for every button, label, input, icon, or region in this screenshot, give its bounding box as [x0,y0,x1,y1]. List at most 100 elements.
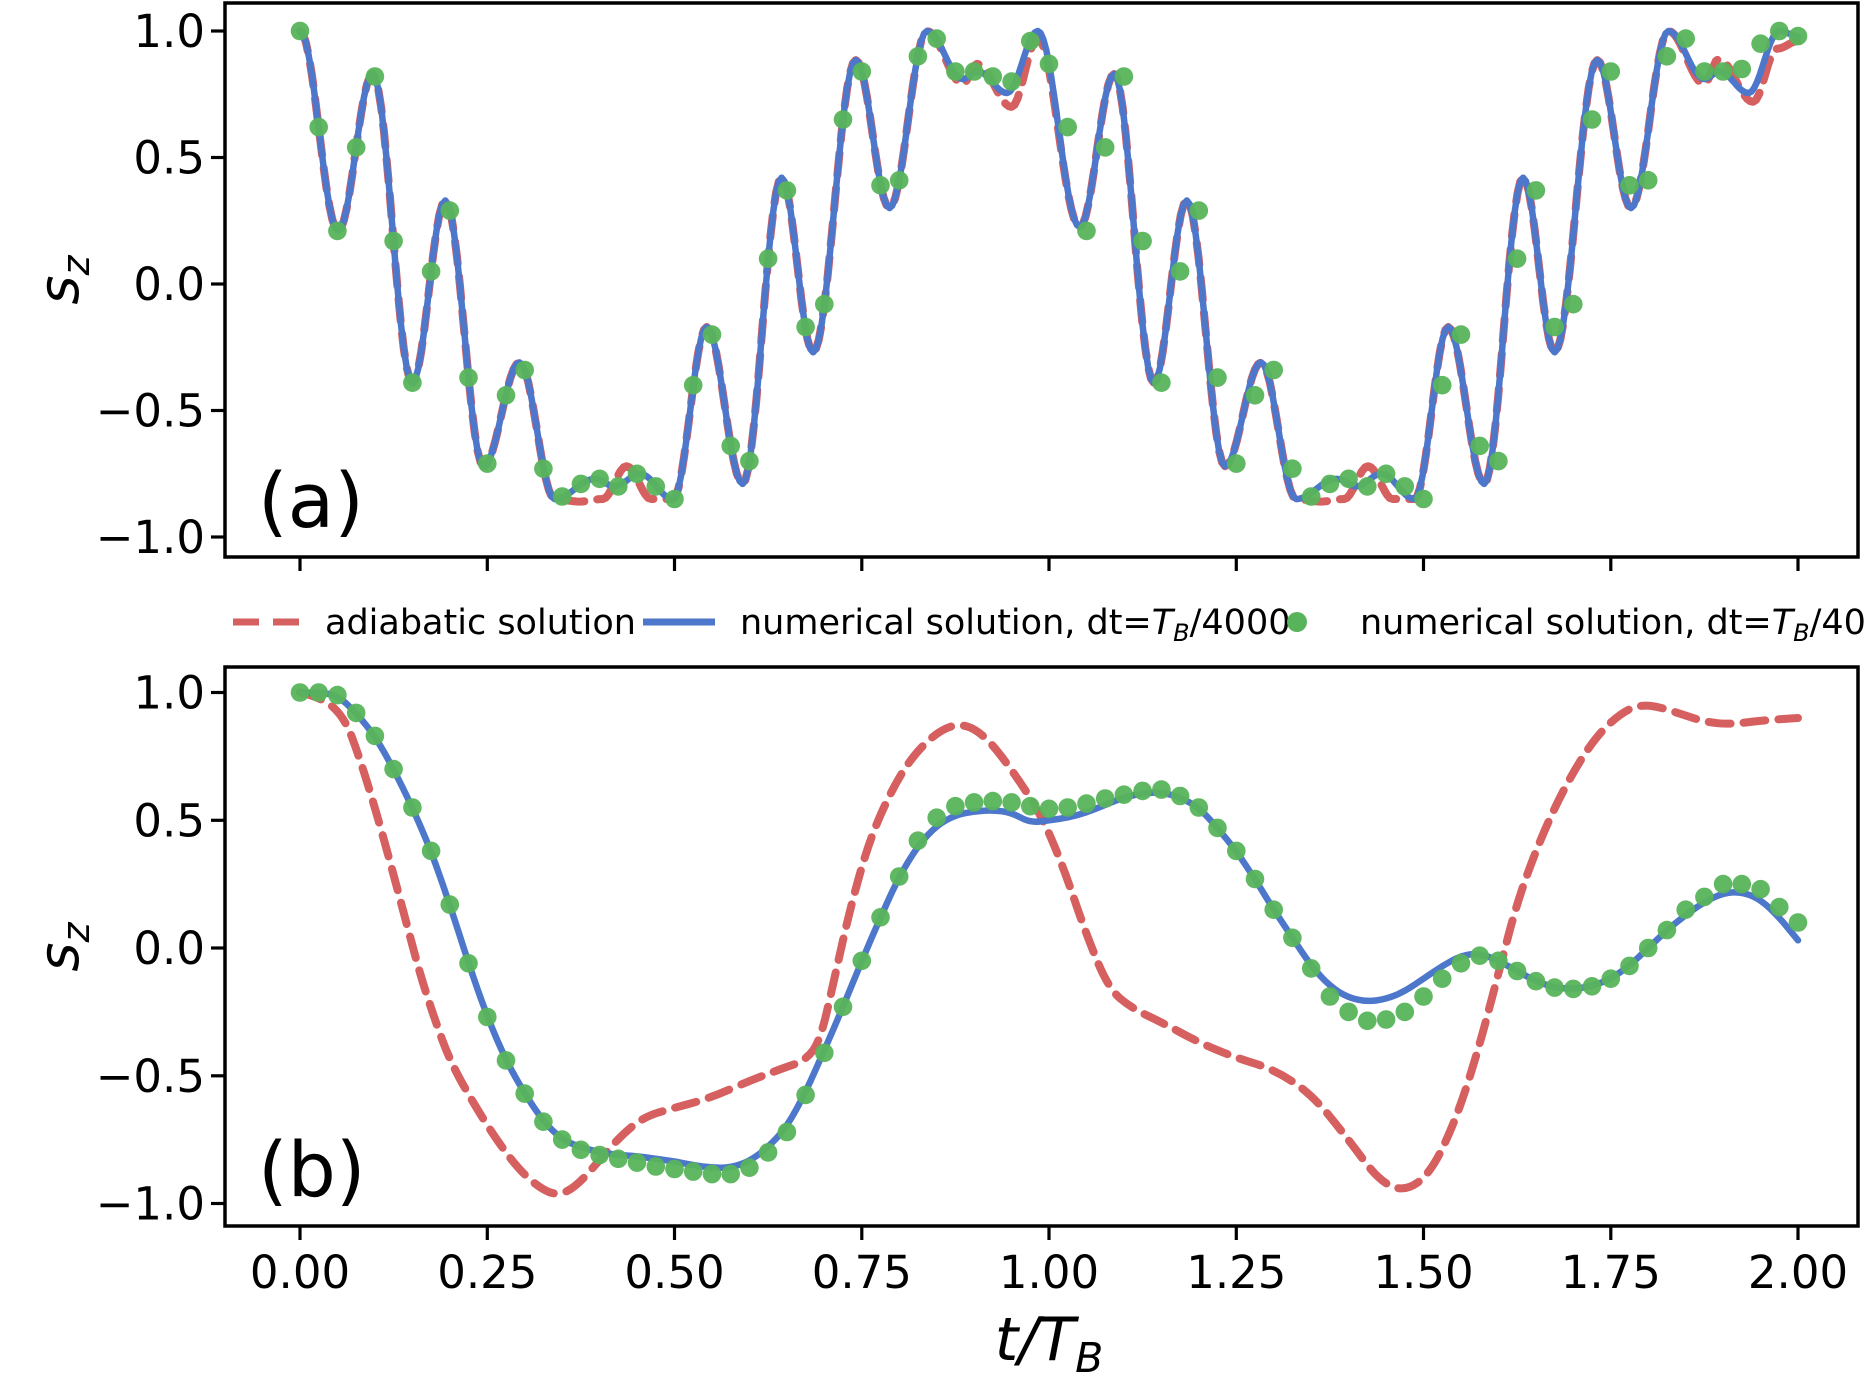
x-tick-label: 1.75 [1561,1246,1661,1299]
data-dot [1264,900,1283,919]
data-dot [552,1130,572,1149]
data-dot [1021,796,1040,816]
data-dot [1657,47,1677,66]
x-axis-label: t/TB [995,1305,1104,1380]
data-dot [1002,72,1021,91]
data-dot [646,477,666,496]
data-dot [1507,249,1527,268]
data-dot [1695,887,1714,907]
data-dot [908,831,928,850]
data-dot [1264,360,1283,380]
data-dot [1170,262,1190,281]
data-dot [852,62,872,81]
data-dot [1358,1011,1377,1031]
y-tick-label: 0.0 [133,922,205,975]
y-ticks-b [211,690,225,1206]
data-dot [740,1158,759,1177]
series-b [290,683,1808,1198]
data-dot [346,138,366,157]
data-dot [796,317,815,337]
numerical-40-dots-a [290,21,1808,509]
data-dot [290,683,310,702]
data-dot [683,375,703,395]
x-ticks-b [298,1226,1800,1240]
data-dot [1582,977,1602,996]
legend-label-numerical-40: numerical solution, dt=TB/40 [1360,603,1866,647]
data-dot [590,1145,609,1165]
data-dot [1039,54,1059,74]
data-dot [1695,62,1714,81]
data-dot [1320,474,1340,494]
data-dot [1339,469,1358,489]
data-dot [1058,798,1077,817]
data-dot [552,487,572,506]
data-dot [1582,110,1602,129]
data-dot [459,368,478,387]
data-dot [1751,879,1770,899]
data-dot [889,867,909,886]
data-dot [440,895,460,914]
data-dot [290,21,310,41]
data-dot [384,759,403,779]
data-dot [1713,874,1733,894]
data-dot [421,841,441,861]
data-dot [309,117,329,137]
data-dot [646,1157,666,1176]
x-tick-label: 0.75 [812,1246,912,1299]
data-dot [1114,785,1134,804]
data-dot [1189,201,1209,220]
data-dot [889,171,909,190]
data-dot [1526,971,1546,991]
data-dot [1395,477,1415,496]
data-dot [1170,786,1190,806]
data-dot [1414,489,1433,509]
data-dot [365,67,385,86]
data-dot [534,1112,553,1131]
data-dot [833,997,853,1017]
data-dot [1152,780,1171,799]
data-dot [702,1164,722,1184]
data-dot [1058,117,1077,137]
legend-item-adiabatic: adiabatic solution [233,603,636,643]
data-dot [1039,799,1059,819]
y-tick-label: −0.5 [96,1050,205,1103]
data-dot [1077,794,1096,813]
data-dot [871,176,890,195]
data-dot [1114,67,1134,86]
x-tick-label: 2.00 [1748,1246,1848,1299]
data-dot [1788,913,1808,932]
data-dot [1395,1002,1415,1022]
data-dot [1414,987,1433,1006]
data-dot [946,796,965,816]
data-dot [609,477,628,496]
data-dot [964,62,984,81]
panel-a: 1.0 0.5 0.0 −0.5 −1.0 sz (a) [27,1,1860,571]
numerical-40-dots-b [290,683,1808,1184]
data-dot [1470,436,1489,456]
data-dot [871,908,890,927]
data-dot [627,1153,647,1172]
data-dot [740,451,759,471]
data-dot [1770,897,1789,917]
data-dot [1245,869,1265,889]
data-dot [927,29,946,48]
data-dot [328,221,347,241]
data-dot [721,1164,740,1184]
data-dot [496,1051,516,1070]
data-dot [440,201,460,220]
data-dot [403,798,422,817]
numerical-4000-curve-a [296,27,1802,503]
data-dot [478,1007,497,1027]
y-tick-label: 0.5 [133,794,205,847]
numerical-4000-curve-b [296,689,1802,1171]
x-tick-label: 0.50 [624,1246,724,1299]
panel-b: 0.00 0.25 0.50 0.75 1.00 1.25 1.50 1.75 2.00 1.0 0… [27,665,1860,1380]
data-dot [309,683,329,702]
data-dot [1470,946,1489,965]
data-dot [1002,793,1021,812]
series-a [290,21,1808,509]
data-dot [721,436,740,456]
data-dot [1732,874,1752,894]
legend-item-numerical-40: numerical solution, dt=TB/40 [1287,603,1866,647]
data-dot [496,386,516,405]
